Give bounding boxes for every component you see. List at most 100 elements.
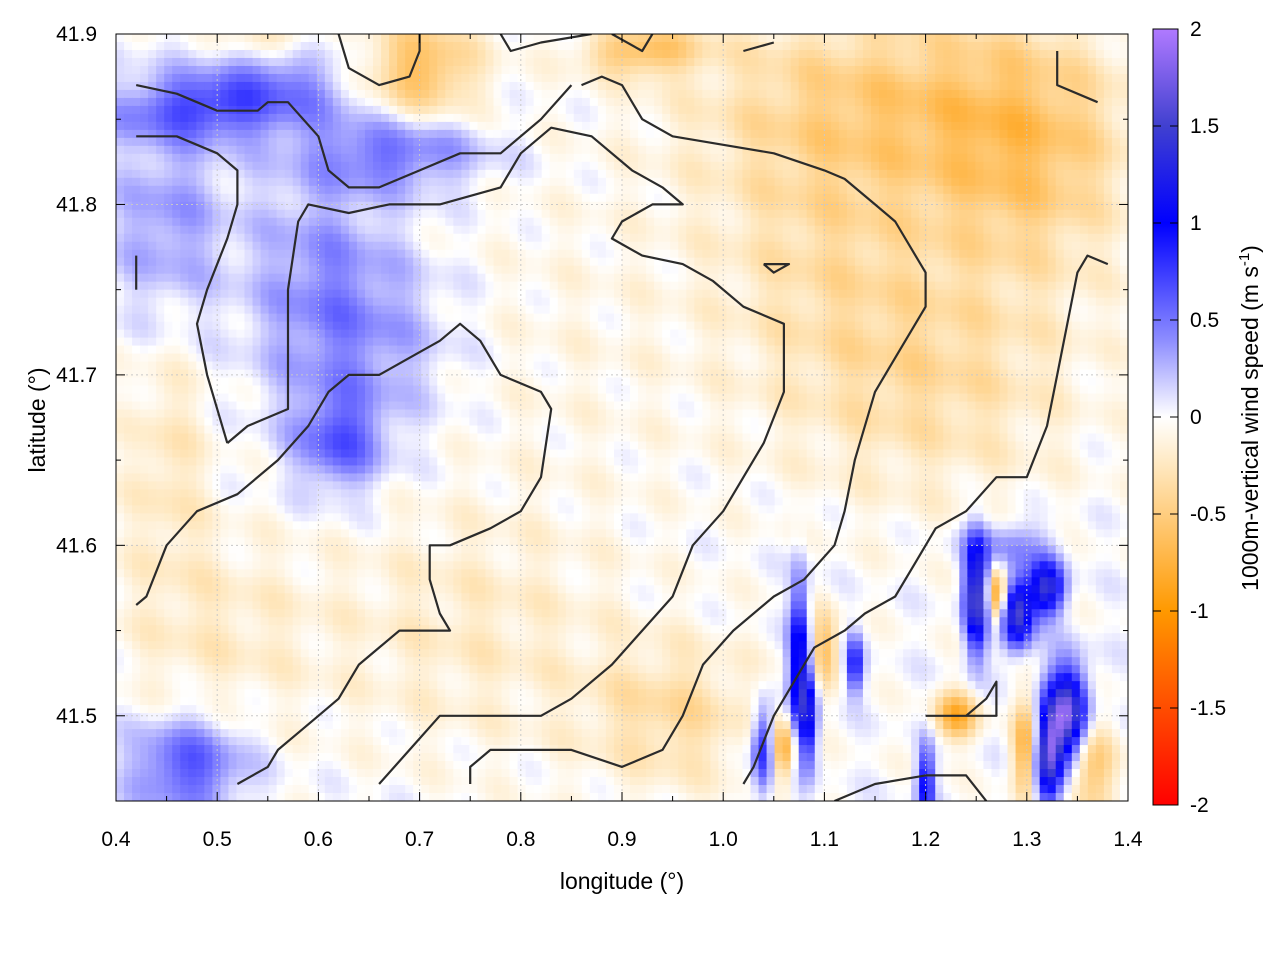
heatmap-cell (791, 74, 800, 83)
heatmap-cell (678, 338, 687, 347)
heatmap-cell (718, 210, 727, 219)
heatmap-cell (775, 194, 784, 203)
heatmap-cell (702, 170, 711, 179)
heatmap-cell (975, 178, 984, 187)
heatmap-cell (678, 114, 687, 123)
heatmap-cell (365, 210, 374, 219)
heatmap-cell (493, 266, 502, 275)
heatmap-cell (277, 162, 286, 171)
heatmap-cell (365, 250, 374, 259)
heatmap-cell (807, 170, 816, 179)
heatmap-cell (718, 58, 727, 67)
heatmap-cell (1040, 58, 1049, 67)
heatmap-cell (879, 138, 888, 147)
heatmap-cell (566, 250, 575, 259)
heatmap-cell (196, 154, 205, 163)
heatmap-cell (1120, 338, 1129, 347)
heatmap-cell (116, 186, 125, 195)
heatmap-cell (285, 138, 294, 147)
heatmap-cell (493, 194, 502, 203)
heatmap-cell (646, 146, 655, 155)
heatmap-cell (124, 314, 133, 323)
heatmap-cell (437, 314, 446, 323)
heatmap-cell (469, 42, 478, 51)
heatmap-cell (959, 66, 968, 75)
heatmap-cell (1072, 42, 1081, 51)
heatmap-cell (461, 298, 470, 307)
heatmap-cell (670, 98, 679, 107)
heatmap-cell (301, 58, 310, 67)
heatmap-cell (204, 138, 213, 147)
heatmap-cell (188, 178, 197, 187)
heatmap-cell (389, 234, 398, 243)
heatmap-cell (293, 186, 302, 195)
heatmap-cell (742, 194, 751, 203)
heatmap-cell (646, 314, 655, 323)
heatmap-cell (477, 34, 486, 43)
heatmap-cell (220, 194, 229, 203)
heatmap-cell (485, 138, 494, 147)
heatmap-cell (606, 330, 615, 339)
heatmap-cell (253, 338, 262, 347)
heatmap-cell (662, 282, 671, 291)
heatmap-cell (566, 226, 575, 235)
heatmap-cell (1112, 122, 1121, 131)
heatmap-cell (413, 242, 422, 251)
heatmap-cell (405, 250, 414, 259)
heatmap-cell (646, 154, 655, 163)
heatmap-cell (1040, 98, 1049, 107)
heatmap-cell (1016, 298, 1025, 307)
heatmap-cell (461, 58, 470, 67)
heatmap-cell (1064, 34, 1073, 43)
heatmap-cell (967, 314, 976, 323)
heatmap-cell (622, 266, 631, 275)
heatmap-cell (726, 130, 735, 139)
heatmap-cell (951, 338, 960, 347)
heatmap-cell (686, 218, 695, 227)
heatmap-cell (445, 210, 454, 219)
heatmap-cell (405, 154, 414, 163)
heatmap-cell (759, 218, 768, 227)
heatmap-cell (911, 154, 920, 163)
heatmap-cell (212, 122, 221, 131)
heatmap-cell (502, 346, 511, 355)
heatmap-cell (261, 178, 270, 187)
heatmap-cell (582, 250, 591, 259)
heatmap-cell (518, 170, 527, 179)
heatmap-cell (421, 106, 430, 115)
heatmap-cell (421, 34, 430, 43)
heatmap-cell (734, 154, 743, 163)
heatmap-cell (903, 154, 912, 163)
heatmap-cell (269, 274, 278, 283)
heatmap-cell (1112, 242, 1121, 251)
heatmap-cell (815, 170, 824, 179)
heatmap-cell (485, 282, 494, 291)
heatmap-cell (751, 186, 760, 195)
heatmap-cell (1056, 34, 1065, 43)
heatmap-cell (397, 226, 406, 235)
heatmap-cell (831, 178, 840, 187)
heatmap-cell (951, 50, 960, 59)
heatmap-cell (140, 314, 149, 323)
heatmap-cell (510, 346, 519, 355)
heatmap-cell (228, 34, 237, 43)
heatmap-cell (1032, 290, 1041, 299)
heatmap-cell (839, 58, 848, 67)
heatmap-cell (726, 90, 735, 99)
heatmap-cell (582, 202, 591, 211)
heatmap-cell (212, 66, 221, 75)
heatmap-cell (293, 34, 302, 43)
heatmap-cell (887, 274, 896, 283)
heatmap-cell (437, 290, 446, 299)
heatmap-cell (702, 42, 711, 51)
heatmap-cell (1032, 298, 1041, 307)
heatmap-cell (791, 178, 800, 187)
heatmap-cell (469, 258, 478, 267)
heatmap-cell (831, 98, 840, 107)
heatmap-cell (510, 274, 519, 283)
heatmap-cell (847, 234, 856, 243)
heatmap-cell (1008, 122, 1017, 131)
heatmap-cell (245, 170, 254, 179)
heatmap-cell (405, 234, 414, 243)
